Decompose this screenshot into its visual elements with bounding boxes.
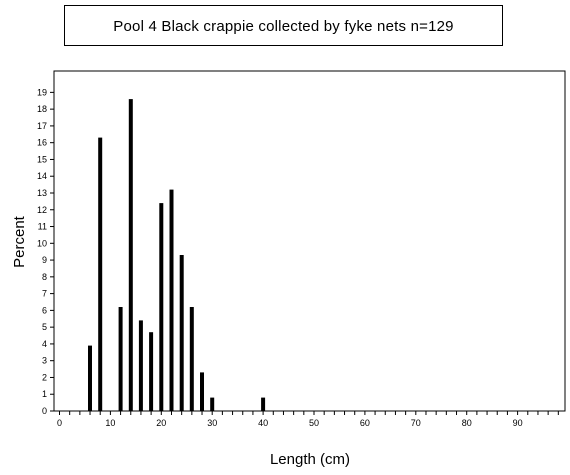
- y-tick-label-1: 1: [42, 389, 47, 399]
- bars-layer: [88, 99, 266, 411]
- x-axis-title: Length (cm): [270, 451, 350, 468]
- y-tick-label-14: 14: [37, 171, 47, 181]
- bar-14: [128, 99, 133, 411]
- bar-28: [200, 372, 204, 411]
- y-tick-label-15: 15: [37, 154, 47, 164]
- x-tick-label-70: 70: [411, 418, 421, 428]
- bar-40: [261, 397, 266, 411]
- y-tick-label-10: 10: [37, 238, 47, 248]
- x-tick-label-60: 60: [360, 418, 370, 428]
- y-tick-label-16: 16: [37, 138, 47, 148]
- bar-18: [149, 332, 154, 411]
- bar-16: [138, 320, 143, 411]
- y-tick-label-11: 11: [38, 222, 47, 232]
- x-tick-label-50: 50: [309, 418, 319, 428]
- y-tick-label-9: 9: [42, 255, 47, 265]
- bar-30: [210, 397, 215, 411]
- chart-title: Pool 4 Black crappie collected by fyke n…: [113, 18, 454, 35]
- y-tick-label-19: 19: [37, 87, 47, 97]
- y-tick-label-13: 13: [37, 188, 47, 198]
- x-tick-label-0: 0: [57, 418, 62, 428]
- x-axis: 0 10 20 30 40 50 60 70 80 90: [57, 411, 559, 428]
- plot-frame: [53, 70, 566, 412]
- y-tick-label-0: 0: [42, 406, 47, 416]
- x-tick-label-90: 90: [513, 418, 523, 428]
- bar-20: [159, 203, 164, 411]
- y-axis-title: Percent: [11, 215, 28, 268]
- bar-12: [118, 307, 123, 411]
- y-tick-label-17: 17: [37, 121, 47, 131]
- y-tick-label-3: 3: [42, 356, 47, 366]
- y-tick-label-12: 12: [37, 205, 47, 215]
- chart-title-box: Pool 4 Black crappie collected by fyke n…: [64, 5, 503, 46]
- y-tick-label-4: 4: [42, 339, 47, 349]
- y-tick-label-8: 8: [42, 272, 47, 282]
- bar-26: [189, 307, 194, 411]
- x-tick-label-10: 10: [105, 418, 115, 428]
- bar-6: [88, 345, 92, 411]
- bar-8: [98, 137, 103, 411]
- y-tick-label-5: 5: [42, 322, 47, 332]
- x-tick-label-40: 40: [258, 418, 268, 428]
- y-tick-label-18: 18: [37, 104, 47, 114]
- y-tick-label-2: 2: [42, 372, 47, 382]
- x-tick-label-30: 30: [207, 418, 217, 428]
- y-tick-label-7: 7: [42, 289, 47, 299]
- bar-22: [169, 189, 174, 411]
- y-tick-label-6: 6: [42, 305, 47, 315]
- x-tick-label-80: 80: [462, 418, 472, 428]
- x-tick-label-20: 20: [156, 418, 166, 428]
- bar-24: [179, 255, 184, 411]
